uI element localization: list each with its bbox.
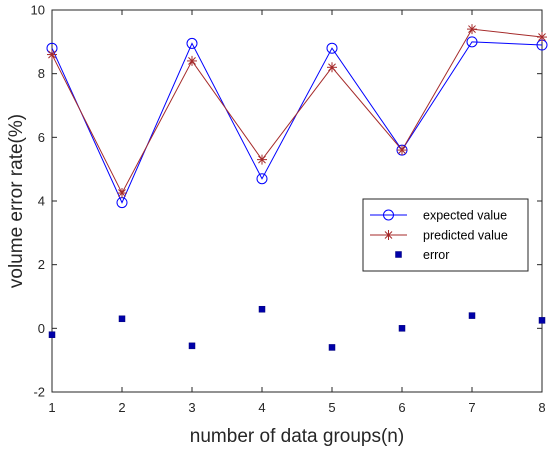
series-lines	[51, 28, 543, 204]
predicted-value-point	[537, 32, 547, 43]
predicted-value-point	[327, 62, 337, 73]
error-point	[468, 312, 476, 319]
y-tick-label: 2	[38, 257, 45, 272]
x-tick-label: 3	[188, 400, 195, 415]
y-axis: -2 0 2 4 6 8 10	[31, 3, 542, 400]
error-point	[118, 315, 126, 323]
legend-label-predicted: predicted value	[423, 229, 508, 243]
x-axis: 1 2 3 4 5 6 7 8	[48, 10, 546, 415]
error-point	[398, 325, 406, 332]
series-line-1	[51, 28, 543, 195]
legend-marker-predicted	[383, 230, 394, 240]
x-tick-label: 5	[328, 400, 335, 415]
predicted-value-point	[257, 154, 267, 165]
error-point	[258, 305, 266, 313]
legend-asterisk-shape	[383, 230, 394, 240]
y-tick-label: 10	[31, 3, 45, 18]
x-tick-label: 4	[258, 400, 265, 415]
x-tick-label: 7	[468, 400, 475, 415]
error-point	[48, 331, 56, 338]
x-tick-label: 2	[118, 400, 125, 415]
y-axis-title: volume error rate(%)	[6, 114, 27, 288]
x-tick-label: 6	[398, 400, 405, 415]
legend-label-error: error	[423, 248, 449, 262]
predicted-value-point	[187, 55, 197, 66]
expected-value-point	[326, 42, 338, 54]
x-tick-label: 8	[538, 400, 545, 415]
series-markers	[46, 24, 548, 351]
predicted-value-point	[397, 145, 407, 156]
y-tick-label: 6	[38, 130, 45, 145]
error-point	[538, 317, 546, 324]
legend-label-expected: expected value	[423, 209, 507, 223]
error-point	[188, 342, 196, 350]
expected-value-point	[466, 36, 478, 48]
expected-value-point	[256, 173, 268, 185]
x-axis-title: number of data groups(n)	[190, 426, 404, 447]
legend: expected value predicted value error	[362, 198, 529, 272]
predicted-value-point	[117, 188, 127, 199]
legend-marker-expected	[383, 209, 394, 221]
y-tick-label: 4	[38, 194, 45, 209]
x-tick-label: 1	[48, 400, 55, 415]
legend-marker-error	[395, 251, 402, 258]
expected-value-point	[186, 37, 198, 49]
y-tick-label: -2	[33, 385, 45, 400]
predicted-value-point	[467, 24, 477, 35]
y-tick-label: 0	[38, 321, 45, 336]
error-point	[328, 344, 336, 351]
predicted-value-point	[47, 49, 57, 60]
y-tick-label: 8	[38, 66, 45, 81]
